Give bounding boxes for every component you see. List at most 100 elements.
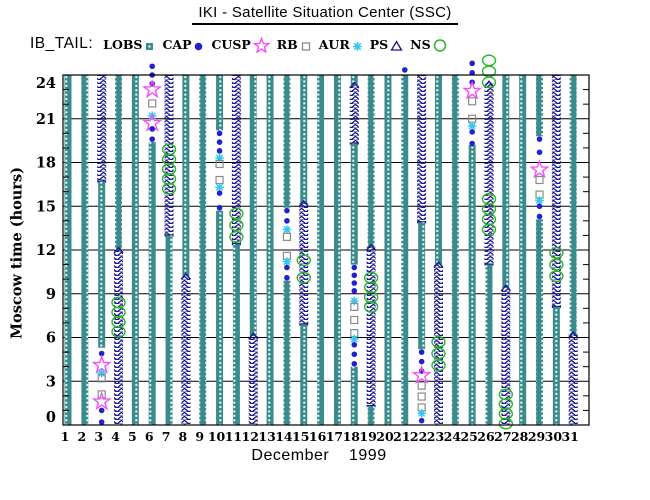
rb-marker: [417, 392, 426, 401]
ps-segment: [231, 75, 241, 245]
lobs-segment: [199, 75, 207, 425]
x-tick-label: 8: [179, 429, 188, 444]
lobs-segment: [81, 75, 89, 425]
x-tick-label: 13: [258, 429, 275, 444]
lobs-segment: [468, 145, 476, 425]
ns-marker: [431, 335, 446, 348]
cap-marker: [149, 63, 155, 70]
cap-marker: [98, 350, 105, 357]
cap-marker: [216, 190, 223, 196]
ns-circle-icon: [433, 39, 446, 52]
plot-frame: [62, 74, 590, 426]
lobs-segment: [434, 75, 442, 265]
lobs-segment: [300, 75, 308, 204]
cusp-marker: [252, 36, 271, 53]
ns-marker: [549, 247, 564, 259]
cap-marker: [418, 417, 425, 424]
ns-marker: [549, 270, 564, 283]
ns-marker: [229, 207, 244, 220]
lobs-glyph-dot: [148, 45, 151, 48]
ps-apex-cap: [433, 260, 444, 269]
cap-marker: [351, 280, 358, 286]
x-tick-label: 23: [427, 429, 444, 444]
cap-marker: [469, 129, 475, 135]
cap-marker: [469, 60, 475, 67]
ps-apex-cap: [298, 199, 309, 207]
x-tick-label: 31: [561, 429, 578, 444]
x-tick-label: 1: [61, 429, 70, 444]
cusp-marker: [462, 80, 483, 100]
rb-marker: [215, 159, 224, 169]
lobs-segment: [367, 406, 375, 425]
x-tick-label: 17: [326, 429, 343, 444]
legend-item-cusp: CUSP: [211, 36, 274, 53]
cap-marker: [536, 149, 543, 156]
ns-marker: [431, 359, 446, 372]
cap-marker: [536, 136, 543, 142]
lobs-segment: [350, 366, 358, 425]
legend-label-ps: PS: [369, 37, 389, 52]
cap-marker: [216, 204, 223, 211]
lobs-segment: [552, 306, 560, 425]
lobs-segment: [502, 75, 510, 288]
x-tick-label: 10: [208, 429, 226, 444]
y-tick-label: 21: [36, 111, 56, 128]
x-tick-label: 16: [309, 429, 327, 444]
legend-item-lobs: LOBS: [103, 37, 160, 53]
ns-marker: [431, 347, 446, 360]
x-tick-label: 25: [460, 429, 477, 444]
aur-marker: [283, 258, 291, 266]
y-tick-label: 15: [36, 198, 56, 215]
lobs-segment: [216, 75, 224, 131]
x-tick-label: 29: [528, 429, 545, 444]
cap-marker: [469, 70, 475, 76]
lobs-segment: [418, 222, 426, 350]
lobs-segment: [300, 324, 308, 425]
cusp-marker: [91, 354, 112, 374]
cap-marker: [284, 264, 290, 271]
ps-segment: [181, 276, 191, 425]
ns-marker: [161, 143, 177, 156]
cap-marker: [284, 207, 290, 214]
y-tick-label: 9: [46, 286, 56, 303]
cap-marker: [98, 419, 105, 425]
ns-marker: [498, 388, 514, 401]
ns-glyph: [433, 39, 446, 52]
x-tick-label: 7: [162, 429, 171, 444]
ns-marker: [296, 254, 311, 267]
lobs-segment: [401, 75, 409, 425]
page-title-wrap: IKI - Satellite Situation Center (SSC): [0, 4, 650, 25]
cap-marker: [216, 139, 223, 145]
lobs-segment: [536, 219, 544, 425]
lobs-segment: [64, 75, 72, 425]
lobs-segment: [350, 75, 358, 86]
cap-marker: [536, 213, 543, 220]
lobs-segment: [317, 75, 325, 425]
cap-marker: [98, 407, 105, 414]
lobs-segment: [266, 75, 274, 425]
legend-label-lobs: LOBS: [103, 37, 143, 52]
ns-markers: [111, 54, 564, 430]
cap-marker: [216, 148, 223, 154]
cap-marker: [351, 272, 358, 279]
ps-segment: [97, 75, 107, 182]
x-tick-label: 11: [225, 429, 242, 444]
x-tick-label: 2: [77, 429, 86, 444]
lobs-segment: [519, 75, 527, 425]
lobs-segment: [451, 75, 459, 425]
x-axis-title: December 1999: [251, 447, 387, 464]
legend-label-aur: AUR: [318, 37, 350, 52]
legend-item-rb: RB: [277, 37, 317, 53]
ps-triangle-icon: [390, 40, 403, 51]
x-tick-label: 19: [359, 429, 376, 444]
legend-item-aur: AUR: [319, 37, 368, 53]
ns-marker: [481, 193, 497, 205]
lobs-segment: [98, 181, 106, 348]
cusp-star-icon: [252, 36, 271, 53]
cap-marker: [402, 67, 408, 73]
ps-segment: [366, 247, 376, 407]
ps-segment: [433, 264, 443, 425]
ps-segment: [349, 85, 359, 144]
x-tick-label: 9: [195, 429, 204, 444]
